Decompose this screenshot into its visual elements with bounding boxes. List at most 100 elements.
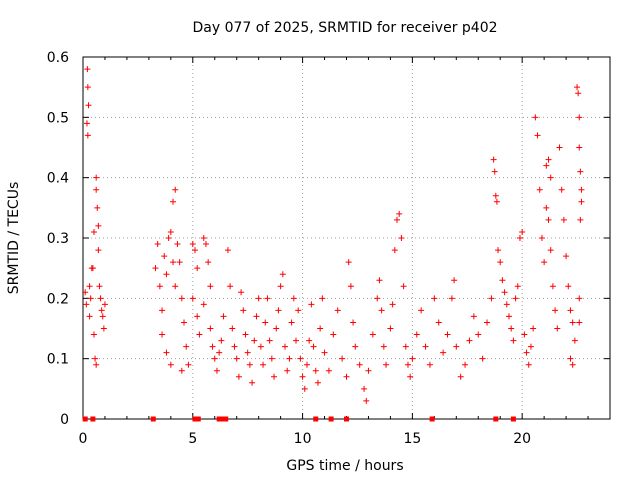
data-point (431, 295, 438, 302)
data-point (268, 355, 275, 362)
data-point (475, 331, 482, 338)
data-point (510, 337, 517, 344)
data-point (249, 379, 256, 386)
data-point (207, 283, 214, 290)
data-point (92, 355, 99, 362)
data-point (213, 367, 220, 374)
data-point (571, 337, 578, 344)
data-point (363, 397, 370, 404)
data-point (453, 343, 460, 350)
data-point (462, 361, 469, 368)
data-point (253, 313, 260, 320)
data-point (154, 241, 161, 248)
data-point (251, 337, 258, 344)
data-point (565, 283, 572, 290)
data-point (273, 325, 280, 332)
data-point (519, 228, 526, 235)
data-point (440, 349, 447, 356)
data-point (189, 241, 196, 248)
zero-marker (344, 416, 349, 422)
data-point (90, 228, 97, 235)
zero-markers (82, 416, 516, 422)
data-point (508, 325, 515, 332)
data-point (301, 385, 308, 392)
data-point (389, 301, 396, 308)
data-point (95, 247, 102, 254)
data-point (334, 307, 341, 314)
data-point (211, 355, 218, 362)
data-point (101, 301, 108, 308)
data-point (343, 373, 350, 380)
data-point (95, 222, 102, 229)
data-point (577, 216, 584, 223)
data-point (290, 295, 297, 302)
data-point (194, 313, 201, 320)
zero-marker (313, 416, 319, 422)
data-point (255, 295, 262, 302)
data-point (376, 277, 383, 284)
data-point (378, 307, 385, 314)
data-point (200, 301, 207, 308)
data-point (448, 295, 455, 302)
data-point (319, 295, 326, 302)
y-tick-label: 0.1 (47, 352, 69, 368)
data-point (383, 361, 390, 368)
data-point (576, 114, 583, 121)
data-point (277, 283, 284, 290)
x-tick-label: 10 (294, 431, 312, 447)
data-point (189, 295, 196, 302)
data-point (560, 216, 567, 223)
x-tick-labels: 0 5 10 15 20 (79, 431, 532, 447)
data-point (286, 355, 293, 362)
data-point (297, 355, 304, 362)
data-point (497, 259, 504, 266)
data-point (202, 241, 209, 248)
data-point (246, 361, 253, 368)
data-point (200, 235, 207, 241)
data-point (93, 174, 100, 181)
data-point (574, 84, 581, 91)
data-point (90, 331, 97, 338)
data-point (418, 307, 425, 314)
data-point (576, 144, 583, 151)
data-point (491, 168, 498, 175)
data-point (183, 343, 190, 350)
data-point (88, 265, 95, 272)
data-point (83, 301, 90, 308)
data-point (185, 361, 192, 368)
data-point (310, 343, 317, 350)
data-point (238, 289, 245, 296)
data-point (435, 319, 442, 326)
data-point (503, 301, 510, 308)
data-point (495, 247, 502, 254)
data-point (163, 349, 170, 356)
data-point (266, 337, 273, 344)
data-point (543, 204, 550, 211)
data-point (387, 325, 394, 332)
data-point (404, 361, 411, 368)
x-tick-label: 0 (79, 431, 88, 447)
data-point (83, 120, 90, 127)
data-point (306, 337, 313, 344)
data-point (97, 295, 104, 302)
data-point (242, 331, 249, 338)
data-point (174, 241, 181, 248)
zero-marker (150, 416, 156, 422)
data-point (87, 295, 94, 302)
y-tick-label: 0.3 (47, 231, 69, 247)
y-tick-label: 0.5 (47, 110, 69, 126)
data-point (178, 367, 185, 374)
data-point (470, 313, 477, 320)
data-point (330, 331, 337, 338)
data-point (209, 343, 216, 350)
data-point (409, 355, 416, 362)
data-point (172, 283, 179, 290)
data-point (262, 319, 269, 326)
data-point (231, 343, 238, 350)
data-point (288, 319, 295, 326)
zero-marker (328, 416, 334, 422)
data-point (196, 331, 203, 338)
data-point (325, 367, 332, 374)
data-point (466, 337, 473, 344)
zero-marker (223, 416, 229, 422)
